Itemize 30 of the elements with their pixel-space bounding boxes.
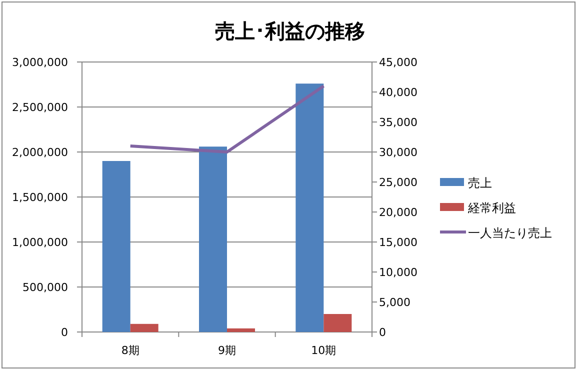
bar bbox=[324, 314, 352, 332]
y-tick-label: 1,500,000 bbox=[12, 191, 68, 204]
y2-tick-label: 10,000 bbox=[379, 266, 418, 279]
y-tick-label: 2,500,000 bbox=[12, 101, 68, 114]
y-tick-label: 3,000,000 bbox=[12, 56, 68, 69]
bar bbox=[102, 161, 130, 332]
legend-label: 経常利益 bbox=[467, 201, 516, 215]
legend-label: 一人当たり売上 bbox=[468, 226, 552, 240]
y2-tick-label: 15,000 bbox=[379, 236, 418, 249]
y-tick-label: 1,000,000 bbox=[12, 236, 68, 249]
y-tick-label: 2,000,000 bbox=[12, 146, 68, 159]
y-tick-label: 0 bbox=[61, 326, 68, 339]
bar bbox=[227, 328, 255, 332]
x-tick-label: 9期 bbox=[218, 344, 236, 357]
y2-tick-label: 40,000 bbox=[379, 86, 418, 99]
bar bbox=[296, 84, 324, 332]
x-tick-label: 8期 bbox=[121, 344, 140, 357]
chart-title: 売上･利益の推移 bbox=[215, 19, 365, 43]
bar bbox=[130, 324, 158, 332]
y2-tick-label: 20,000 bbox=[379, 206, 418, 219]
y2-tick-label: 0 bbox=[379, 326, 386, 339]
legend-label: 売上 bbox=[468, 176, 492, 190]
y2-tick-label: 45,000 bbox=[379, 56, 418, 69]
y-tick-label: 500,000 bbox=[22, 281, 68, 294]
y2-tick-label: 25,000 bbox=[379, 176, 418, 189]
bar bbox=[199, 146, 227, 332]
y2-tick-label: 5,000 bbox=[379, 296, 410, 309]
y2-tick-label: 35,000 bbox=[379, 116, 418, 129]
y2-tick-label: 30,000 bbox=[379, 146, 418, 159]
x-tick-label: 10期 bbox=[311, 344, 336, 357]
